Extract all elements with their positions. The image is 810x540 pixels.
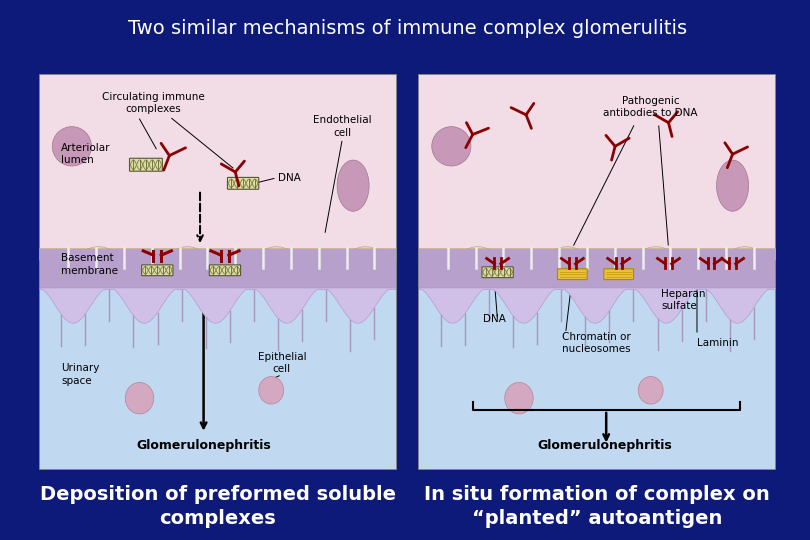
Ellipse shape (505, 382, 533, 414)
Bar (40, 248, 396, 288)
FancyBboxPatch shape (603, 269, 633, 280)
Text: In situ formation of complex on
“planted” autoantigen: In situ formation of complex on “planted… (424, 485, 770, 528)
Text: Glomerulonephritis: Glomerulonephritis (136, 439, 271, 452)
Bar (420, 248, 775, 288)
Ellipse shape (258, 376, 283, 404)
FancyBboxPatch shape (130, 158, 162, 171)
Bar (40, 76, 396, 469)
Bar (420, 288, 775, 469)
Polygon shape (420, 288, 775, 323)
Text: Epithelial
cell: Epithelial cell (258, 352, 306, 374)
Text: Urinary
space: Urinary space (62, 363, 100, 386)
Text: Arteriolar
lumen: Arteriolar lumen (62, 143, 111, 165)
Text: Glomerulonephritis: Glomerulonephritis (537, 439, 671, 452)
Ellipse shape (717, 160, 748, 211)
Text: Basement
membrane: Basement membrane (62, 253, 118, 275)
Bar (40, 288, 396, 469)
FancyBboxPatch shape (209, 265, 241, 275)
Text: Circulating immune
complexes: Circulating immune complexes (102, 92, 205, 114)
FancyBboxPatch shape (228, 178, 258, 190)
Text: DNA: DNA (484, 314, 506, 325)
Polygon shape (40, 288, 396, 323)
Text: Heparan
sulfate: Heparan sulfate (662, 288, 706, 311)
Text: Deposition of preformed soluble
complexes: Deposition of preformed soluble complexe… (40, 485, 396, 528)
Ellipse shape (432, 126, 471, 166)
Text: Endothelial
cell: Endothelial cell (313, 116, 372, 138)
Text: Laminin: Laminin (697, 338, 739, 348)
Bar (420, 76, 775, 469)
Ellipse shape (638, 376, 663, 404)
Polygon shape (40, 247, 396, 265)
FancyBboxPatch shape (482, 267, 514, 278)
Text: Chromatin or
nucleosomes: Chromatin or nucleosomes (561, 332, 630, 354)
Text: Two similar mechanisms of immune complex glomerulitis: Two similar mechanisms of immune complex… (128, 19, 687, 38)
Ellipse shape (126, 382, 154, 414)
FancyBboxPatch shape (142, 265, 173, 275)
Ellipse shape (337, 160, 369, 211)
Bar (40, 76, 396, 265)
Text: DNA: DNA (279, 173, 301, 183)
FancyBboxPatch shape (557, 269, 587, 280)
Text: Pathogenic
antibodies to DNA: Pathogenic antibodies to DNA (603, 96, 698, 118)
Ellipse shape (53, 126, 92, 166)
Bar (420, 76, 775, 265)
Polygon shape (420, 247, 775, 265)
